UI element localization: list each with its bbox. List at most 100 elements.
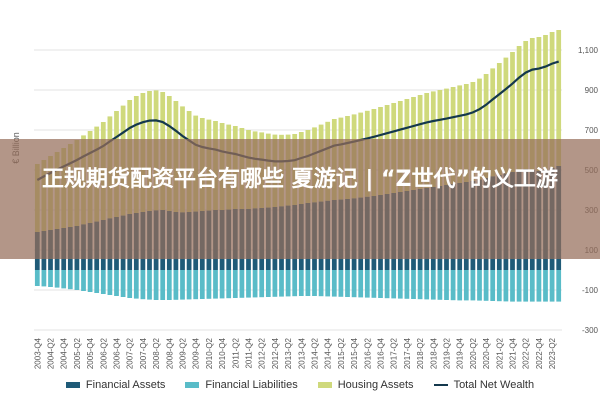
bar-financial-liabilities [490,270,496,301]
bar-financial-liabilities [48,270,53,287]
bar-financial-liabilities [54,270,60,288]
bar-financial-liabilities [536,270,542,302]
x-tick-label: 2008-Q2 [152,337,161,369]
bar-financial-liabilities [81,270,86,291]
x-tick-label: 2013-Q4 [297,337,306,369]
bar-financial-liabilities [279,270,284,297]
bar-financial-liabilities [411,270,416,299]
bar-financial-liabilities [298,270,304,296]
x-tick-label: 2007-Q2 [126,337,135,369]
bar-financial-liabilities [331,270,337,297]
bar-financial-liabilities [206,270,212,299]
bar-housing-assets [529,38,535,170]
bar-financial-liabilities [252,270,258,298]
bar-financial-liabilities [199,270,205,299]
x-tick-label: 2011-Q2 [231,337,240,368]
bar-financial-liabilities [397,270,403,299]
legend-swatch [433,384,448,386]
bar-financial-liabilities [232,270,238,298]
x-tick-label: 2009-Q4 [192,337,201,369]
x-tick-label: 2008-Q4 [165,337,174,369]
bar-financial-liabilities [325,270,331,297]
x-tick-label: 2006-Q2 [99,337,108,369]
bar-financial-liabilities [556,270,562,302]
x-tick-label: 2006-Q4 [113,337,122,369]
x-tick-label: 2020-Q2 [469,337,478,369]
bar-housing-assets [450,87,456,184]
y-tick-label: 700 [585,126,599,135]
bar-financial-liabilities [378,270,383,298]
bar-financial-liabilities [259,270,265,298]
bar-financial-liabilities [147,270,152,300]
bar-financial-liabilities [61,270,67,289]
bar-housing-assets [444,88,449,185]
x-tick-label: 2017-Q4 [403,337,412,369]
x-tick-label: 2023-Q2 [548,337,557,369]
x-tick-label: 2003-Q4 [33,337,42,369]
bar-financial-liabilities [166,270,172,300]
legend-swatch [185,382,200,388]
x-tick-label: 2018-Q4 [429,337,438,369]
x-tick-label: 2019-Q4 [456,337,465,369]
bar-financial-liabilities [364,270,370,298]
bar-financial-liabilities [345,270,350,297]
bar-financial-liabilities [127,270,133,298]
bar-housing-assets [437,90,443,186]
bar-financial-liabilities [338,270,344,297]
bar-financial-liabilities [510,270,515,302]
bar-financial-liabilities [503,270,509,302]
legend-item: Financial Assets [65,376,166,394]
bar-housing-assets [463,84,469,182]
bar-housing-assets [483,74,489,178]
x-tick-label: 2005-Q4 [86,337,95,369]
x-tick-label: 2021-Q4 [509,337,518,369]
legend-item: Financial Liabilities [185,376,298,394]
bar-financial-liabilities [437,270,443,300]
x-tick-label: 2014-Q4 [324,337,333,369]
legend-label: Financial Assets [85,379,166,391]
headline-text: 正规期货配资平台有哪些 夏游记 | “Z世代”的义工游 [42,167,558,192]
x-tick-label: 2011-Q4 [245,337,254,368]
y-tick-label: -300 [582,326,599,335]
bar-financial-liabilities [318,270,324,297]
x-tick-label: 2016-Q2 [363,337,372,369]
bar-financial-liabilities [107,270,113,295]
bar-financial-liabilities [358,270,364,298]
bar-financial-liabilities [219,270,225,299]
bar-financial-liabilities [246,270,251,298]
x-tick-label: 2013-Q2 [284,337,293,369]
legend-item: Total Net Wealth [433,376,534,394]
bar-financial-liabilities [463,270,469,301]
bar-financial-liabilities [444,270,449,300]
bar-housing-assets [543,35,548,170]
bar-financial-liabilities [140,270,146,300]
bar-housing-assets [470,82,476,181]
bar-financial-liabilities [272,270,278,297]
x-tick-label: 2016-Q4 [377,337,386,369]
bar-financial-liabilities [67,270,73,290]
bar-housing-assets [516,46,522,170]
bar-housing-assets [477,78,482,180]
x-tick-label: 2009-Q2 [179,337,188,369]
x-tick-label: 2022-Q4 [535,337,544,369]
x-tick-label: 2015-Q4 [350,337,359,369]
legend-swatch [65,382,80,388]
bar-financial-liabilities [34,270,40,286]
bar-financial-liabilities [483,270,489,301]
bar-financial-liabilities [226,270,232,299]
bar-financial-liabilities [529,270,535,302]
legend-swatch [317,382,332,388]
y-tick-label: -100 [582,286,599,295]
bar-financial-liabilities [239,270,245,298]
bar-financial-liabilities [457,270,463,301]
bar-housing-assets [496,63,502,175]
bar-housing-assets [556,30,562,166]
bar-financial-liabilities [153,270,159,300]
bar-financial-liabilities [173,270,179,300]
bar-housing-assets [536,37,542,171]
bar-financial-liabilities [470,270,476,301]
x-tick-label: 2018-Q2 [416,337,425,369]
x-axis-ticks: 2003-Q4 2004-Q2 2004-Q4 2005-Q2 2005-Q4 2006-… [33,337,557,369]
legend-item: Housing Assets [317,376,414,394]
bar-financial-liabilities [94,270,100,293]
